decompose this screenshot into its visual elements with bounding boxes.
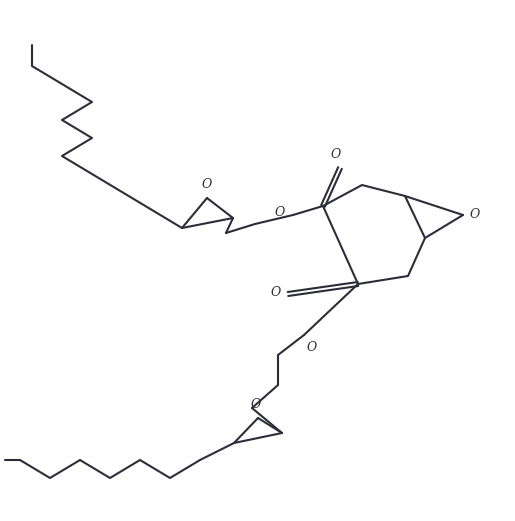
Text: O: O — [274, 206, 285, 219]
Text: O: O — [331, 148, 341, 161]
Text: O: O — [307, 341, 317, 354]
Text: O: O — [251, 398, 261, 411]
Text: O: O — [271, 287, 281, 300]
Text: O: O — [202, 178, 212, 191]
Text: O: O — [470, 208, 480, 221]
